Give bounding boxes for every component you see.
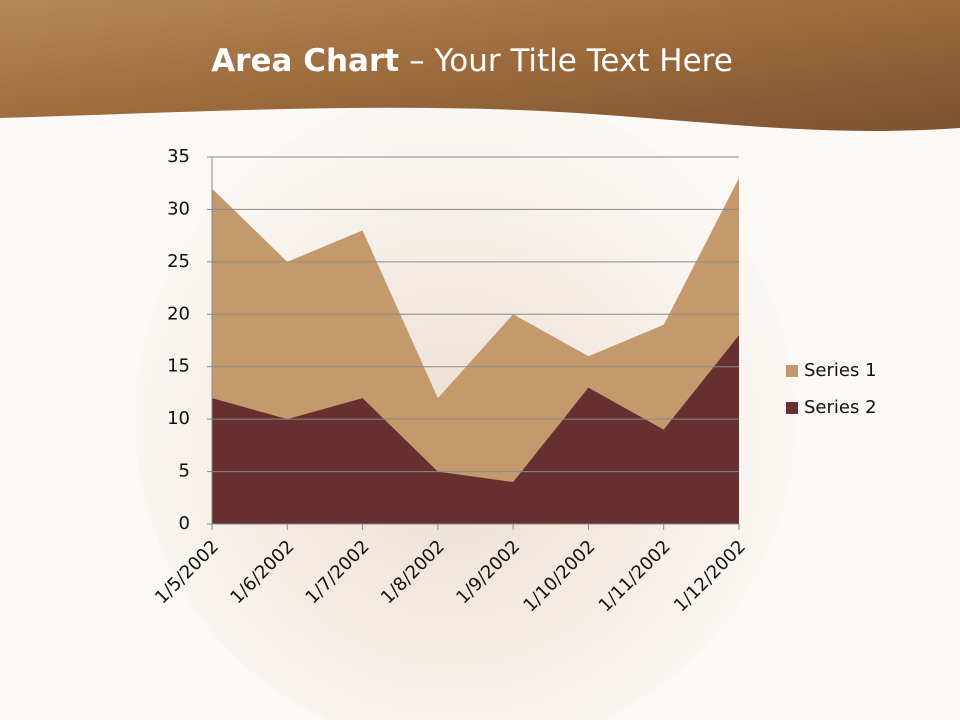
legend-swatch: [786, 402, 798, 414]
y-tick-label: 25: [167, 251, 190, 272]
chart-title: Area Chart – Your Title Text Here: [211, 43, 733, 79]
header-band: [0, 0, 960, 131]
y-tick-label: 10: [167, 408, 190, 429]
y-tick-label: 30: [167, 198, 190, 219]
title-rest: – Your Title Text Here: [409, 43, 733, 79]
y-tick-label: 20: [167, 303, 190, 324]
title-bold: Area Chart: [211, 43, 399, 79]
legend-swatch: [786, 365, 798, 377]
area: [212, 335, 739, 524]
legend-label: Series 2: [804, 397, 877, 418]
y-tick-label: 0: [179, 513, 190, 534]
legend-label: Series 1: [804, 360, 877, 381]
y-tick-label: 35: [167, 146, 190, 167]
y-tick-label: 5: [179, 461, 190, 482]
y-tick-label: 15: [167, 356, 190, 377]
